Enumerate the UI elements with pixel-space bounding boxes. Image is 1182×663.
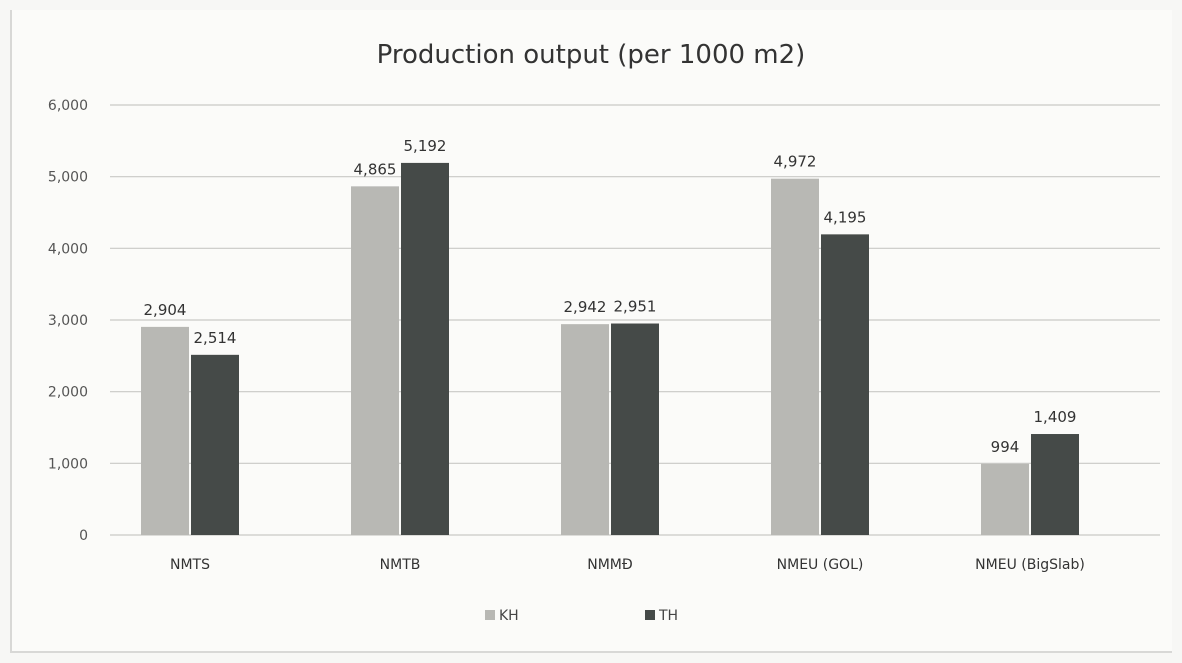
legend-swatch-th bbox=[645, 610, 655, 620]
bar-kh-3 bbox=[561, 324, 609, 535]
data-label-th-1: 2,514 bbox=[194, 329, 237, 347]
category-label: NMTB bbox=[380, 557, 421, 573]
bar-kh-2 bbox=[351, 186, 399, 535]
data-label-th-3: 2,951 bbox=[614, 298, 657, 316]
category-label: NMTS bbox=[170, 557, 210, 573]
data-label-kh-3: 2,942 bbox=[564, 298, 607, 316]
y-tick-label: 6,000 bbox=[48, 98, 88, 114]
bar-th-1 bbox=[191, 354, 239, 535]
legend-label-th: TH bbox=[658, 608, 678, 624]
y-tick-label: 2,000 bbox=[48, 385, 88, 401]
chart-title: Production output (per 1000 m2) bbox=[376, 40, 806, 70]
data-label-kh-1: 2,904 bbox=[144, 301, 187, 319]
legend: KH TH bbox=[485, 608, 678, 624]
category-label: NMEU (BigSlab) bbox=[975, 557, 1085, 573]
bar-th-3 bbox=[611, 323, 659, 535]
bar-kh-4 bbox=[771, 178, 819, 535]
data-label-th-2: 5,192 bbox=[404, 137, 447, 155]
x-axis-categories: NMTS NMTB NMMĐ NMEU (GOL) NMEU (BigSlab) bbox=[170, 557, 1085, 573]
bar-th-2 bbox=[401, 162, 449, 535]
category-label: NMMĐ bbox=[587, 557, 633, 573]
data-labels: 2,904 2,514 4,865 5,192 2,942 2,951 4,972 4,195… bbox=[144, 137, 1077, 456]
bar-th-4 bbox=[821, 234, 869, 535]
bar-kh-1 bbox=[141, 326, 189, 535]
gridlines bbox=[110, 104, 1160, 536]
data-label-th-4: 4,195 bbox=[824, 208, 867, 226]
data-label-kh-4: 4,972 bbox=[774, 153, 817, 171]
y-tick-label: 3,000 bbox=[48, 313, 88, 329]
bar-th-5 bbox=[1031, 434, 1079, 535]
category-label: NMEU (GOL) bbox=[777, 557, 864, 573]
y-tick-label: 1,000 bbox=[48, 456, 88, 472]
legend-swatch-kh bbox=[485, 610, 495, 620]
data-label-kh-2: 4,865 bbox=[354, 160, 397, 178]
y-axis-ticks: 0 1,000 2,000 3,000 4,000 5,000 6,000 bbox=[48, 98, 88, 544]
bar-kh-5 bbox=[981, 463, 1029, 535]
legend-label-kh: KH bbox=[499, 608, 519, 624]
bars bbox=[141, 162, 1079, 535]
y-tick-label: 5,000 bbox=[48, 170, 88, 186]
y-tick-label: 0 bbox=[79, 528, 88, 544]
data-label-th-5: 1,409 bbox=[1034, 408, 1077, 426]
data-label-kh-5: 994 bbox=[991, 438, 1020, 456]
y-tick-label: 4,000 bbox=[48, 241, 88, 257]
